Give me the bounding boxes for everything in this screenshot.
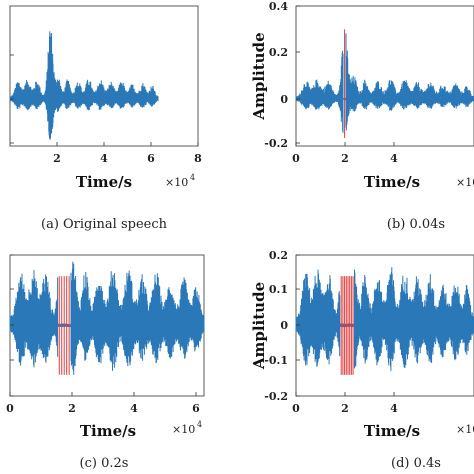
plot-frame — [9, 5, 199, 147]
y-axis-label: Amplitude — [250, 32, 268, 120]
x-tick-label: 6 — [147, 152, 155, 165]
x-tick-label: 4 — [390, 402, 398, 415]
x-axis-label: Time/s — [76, 173, 132, 191]
x-tick-label: 2 — [341, 402, 349, 415]
panel-caption: (d) 0.4s — [391, 456, 441, 471]
x-axis-label: Time/s — [364, 173, 420, 191]
x-tick-label: 0 — [6, 402, 14, 415]
x-tick-label: 4 — [390, 152, 398, 165]
panel-caption: (b) 0.04s — [387, 217, 445, 232]
signal-waveform — [295, 267, 474, 371]
x-tick-label: 2 — [341, 152, 349, 165]
x-tick-label: 2 — [68, 402, 76, 415]
signal-waveform — [9, 261, 205, 375]
y-tick-label: 0 — [280, 319, 288, 332]
x-tick-label: 0 — [292, 402, 300, 415]
signal-waveform — [9, 31, 159, 140]
x-tick-label: 8 — [194, 152, 202, 165]
panel-caption: (a) Original speech — [41, 217, 168, 232]
x-multiplier: ×10 — [172, 423, 195, 436]
plot-frame — [295, 5, 474, 147]
y-tick-label: -0.2 — [264, 137, 288, 150]
x-multiplier-exponent: 4 — [190, 173, 195, 182]
y-tick-label: 0.2 — [269, 46, 288, 59]
x-tick-label: 6 — [192, 402, 200, 415]
panel-caption: (c) 0.2s — [80, 456, 129, 471]
x-tick-label: 2 — [53, 152, 61, 165]
x-multiplier: ×10 — [456, 176, 474, 189]
panel-4: 0240.20.10-0.1-0.2Time/s×104Amplitude(d)… — [250, 249, 474, 471]
signal-waveform — [295, 33, 474, 133]
x-multiplier: ×10 — [165, 176, 188, 189]
y-tick-label: 0.1 — [269, 283, 288, 296]
x-axis-label: Time/s — [80, 422, 136, 440]
x-axis-label: Time/s — [364, 422, 420, 440]
x-tick-label: 0 — [292, 152, 300, 165]
y-tick-label: 0.4 — [269, 0, 288, 13]
y-tick-label: 0.2 — [269, 249, 288, 262]
x-multiplier: ×10 — [456, 423, 474, 436]
y-axis-label: Amplitude — [250, 282, 268, 370]
x-tick-label: 4 — [130, 402, 138, 415]
y-tick-label: 0 — [280, 93, 288, 106]
x-multiplier-exponent: 4 — [197, 420, 202, 429]
y-tick-label: -0.1 — [264, 354, 288, 367]
x-tick-label: 4 — [100, 152, 108, 165]
y-tick-label: -0.2 — [264, 390, 288, 403]
